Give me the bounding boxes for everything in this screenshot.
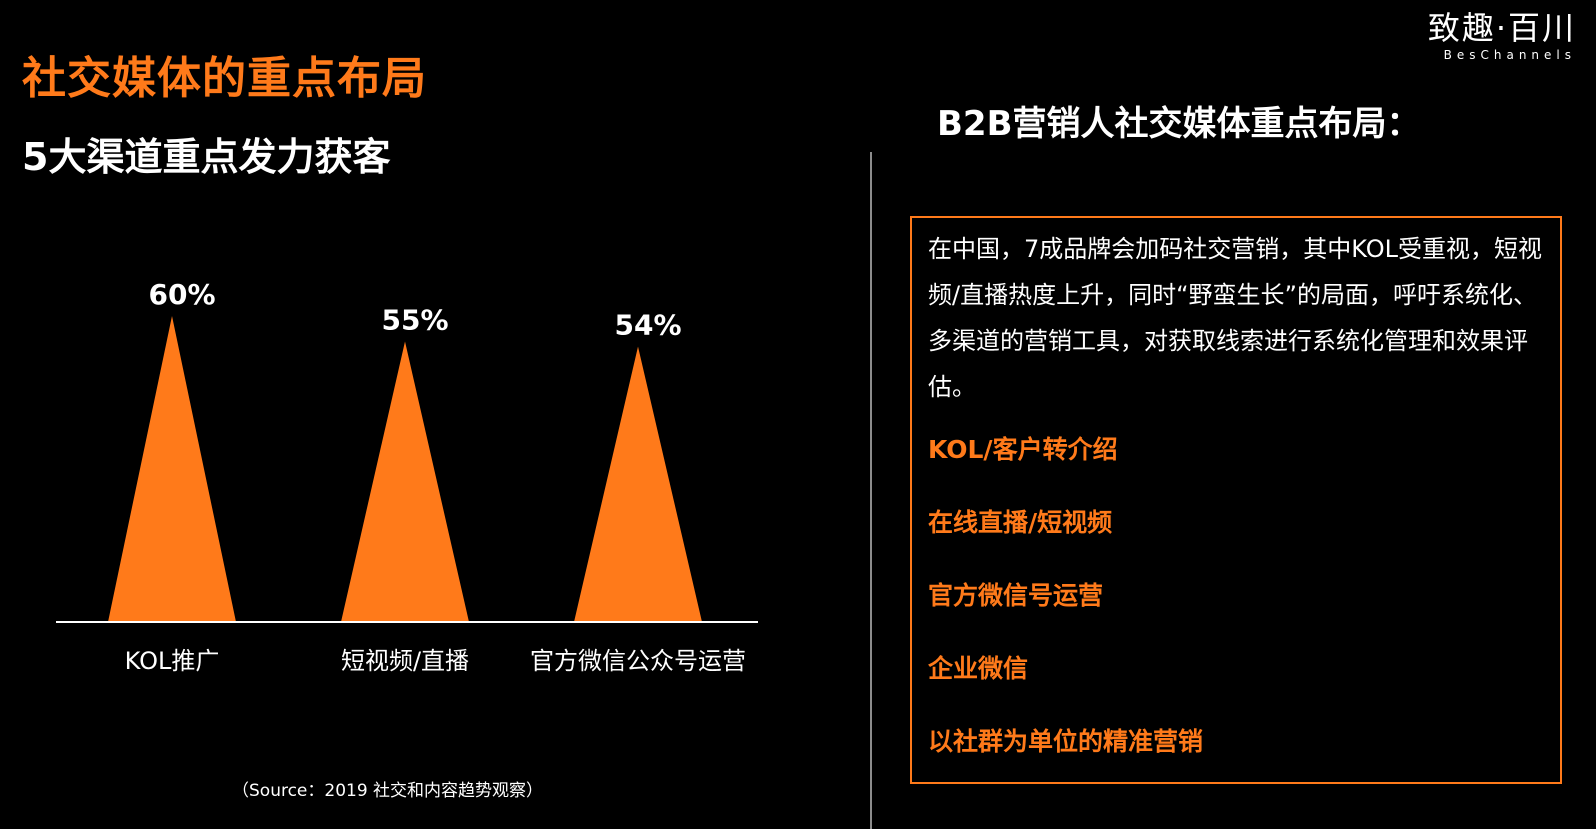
key-point: 企业微信 <box>928 654 1029 683</box>
category-label: 短视频/直播 <box>341 647 469 675</box>
data-label: 60% <box>148 278 215 311</box>
logo-chinese: 致趣·百川 <box>1427 9 1576 47</box>
vertical-divider <box>870 152 872 829</box>
info-box: 在中国，7成品牌会加码社交营销，其中KOL受重视，短视频/直播热度上升，同时“野… <box>910 216 1562 784</box>
bar-triangle <box>108 316 236 622</box>
brand-logo: 致趣·百川 BesChannels <box>1406 8 1576 62</box>
channel-chart: 60% KOL推广 55% 短视频/直播 54% 官方微信公众号运营 <box>56 278 758 675</box>
category-label: KOL推广 <box>125 647 220 675</box>
bar-triangle <box>341 341 469 622</box>
page-subtitle: 5大渠道重点发力获客 <box>22 135 391 179</box>
category-label: 官方微信公众号运营 <box>530 647 746 675</box>
key-points-list: KOL/客户转介绍 在线直播/短视频 官方微信号运营 企业微信 以社群为单位的精… <box>928 430 1203 795</box>
source-note: （Source：2019 社交和内容趋势观察） <box>232 781 544 801</box>
key-point: 在线直播/短视频 <box>928 508 1113 537</box>
data-label: 54% <box>614 309 681 342</box>
bar-triangle <box>574 346 702 622</box>
intro-paragraph: 在中国，7成品牌会加码社交营销，其中KOL受重视，短视频/直播热度上升，同时“野… <box>928 235 1542 401</box>
logo-english: BesChannels <box>1443 48 1576 62</box>
key-point: 以社群为单位的精准营销 <box>928 727 1204 756</box>
data-label: 55% <box>381 304 448 337</box>
key-point: KOL/客户转介绍 <box>928 435 1118 464</box>
page-title: 社交媒体的重点布局 <box>22 53 427 104</box>
right-panel-heading: B2B营销人社交媒体重点布局： <box>937 104 1421 144</box>
key-point: 官方微信号运营 <box>928 581 1104 610</box>
